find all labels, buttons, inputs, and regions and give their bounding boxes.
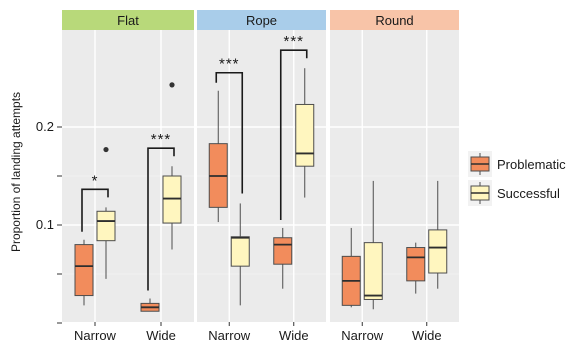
facet-strip-label: Round (375, 13, 413, 28)
facet-strip-label: Flat (117, 13, 139, 28)
box-wide-problematic (273, 227, 293, 289)
legend-item-successful: Successful (468, 180, 560, 206)
facet-strip (62, 10, 194, 30)
box-narrow-successful (230, 203, 250, 306)
box-body (230, 236, 250, 267)
panel-round: Round Narrow Wide (330, 10, 459, 343)
x-tick-label: Wide (279, 328, 309, 343)
box-body (406, 247, 426, 282)
legend-label: Successful (497, 186, 560, 201)
box-narrow-successful (363, 180, 383, 310)
box-wide-problematic (406, 242, 426, 294)
panel-rope: Rope Narrow Wide *** *** (197, 10, 326, 343)
box-wide-successful (428, 180, 448, 289)
significance-label: *** (219, 56, 240, 73)
box-narrow-problematic (74, 239, 94, 306)
significance-bracket (279, 49, 308, 220)
significance-label: *** (283, 33, 304, 50)
outlier-point (169, 82, 175, 88)
y-tick-label: 0.2 (36, 119, 54, 134)
outlier-point (103, 146, 109, 153)
x-tick-label: Narrow (74, 328, 117, 343)
significance-bracket (81, 188, 109, 232)
box-body (74, 244, 94, 297)
box-body (96, 210, 116, 242)
box-narrow-successful (96, 146, 116, 279)
x-tick-label: Narrow (341, 328, 384, 343)
significance-bracket (215, 71, 244, 194)
box-body (428, 229, 448, 274)
box-body (162, 175, 182, 224)
significance-label: *** (151, 131, 172, 148)
significance-bracket (147, 147, 175, 291)
box-body (295, 103, 315, 167)
y-axis-ticks: 0.1 0.2 (36, 119, 62, 324)
y-axis-label: Proportion of landing attempts (9, 92, 23, 252)
box-wide-problematic (140, 298, 160, 312)
x-tick-label: Narrow (208, 328, 251, 343)
box-body (363, 242, 383, 300)
y-tick-label: 0.1 (36, 217, 54, 232)
box-wide-successful (295, 68, 315, 198)
legend-label: Problematic (497, 157, 566, 172)
box-narrow-problematic (341, 227, 361, 308)
x-tick-label: Wide (412, 328, 442, 343)
facet-strip-label: Rope (246, 13, 277, 28)
box-body (273, 237, 293, 265)
box-wide-successful (162, 82, 182, 250)
legend: Problematic Successful (468, 151, 566, 206)
facet-strip (197, 10, 326, 30)
box-narrow-problematic (208, 90, 228, 223)
x-tick-label: Wide (146, 328, 176, 343)
legend-item-problematic: Problematic (468, 151, 566, 177)
significance-label: * (92, 172, 99, 189)
facet-strip (330, 10, 459, 30)
